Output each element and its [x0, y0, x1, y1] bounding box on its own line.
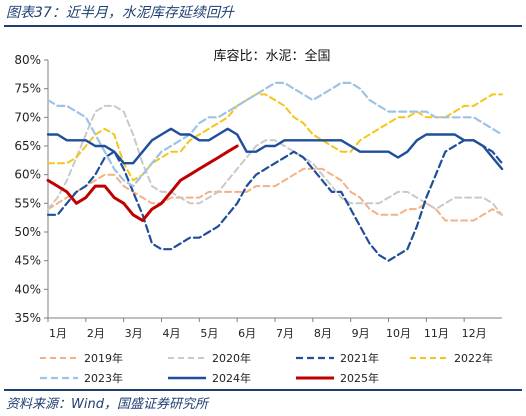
- y-tick-label: 70%: [14, 110, 41, 124]
- y-tick-label: 75%: [14, 82, 41, 96]
- x-tick-label: 5月: [200, 327, 218, 340]
- legend-label: 2024年: [212, 371, 251, 385]
- source-note: 资料来源：Wind，国盛证券研究所: [6, 397, 208, 412]
- x-tick-label: 6月: [238, 327, 256, 340]
- legend-label: 2019年: [84, 351, 123, 365]
- x-tick-label: 7月: [276, 327, 294, 340]
- y-tick-label: 65%: [14, 139, 41, 153]
- bottom-rule: [4, 389, 522, 391]
- series-line-2023年: [46, 81, 504, 188]
- legend-label: 2023年: [84, 371, 123, 385]
- y-tick-label: 40%: [14, 282, 41, 296]
- legend-label: 2020年: [212, 351, 251, 365]
- x-tick-label: 8月: [314, 327, 332, 340]
- series-line-2021年: [46, 139, 504, 262]
- y-tick-label: 50%: [14, 225, 41, 239]
- series-layer: [46, 81, 504, 262]
- x-tick-label: 3月: [125, 327, 143, 340]
- x-tick-label: 12月: [462, 327, 487, 340]
- series-line-2019年: [47, 167, 503, 222]
- y-tick-label: 45%: [14, 254, 41, 268]
- chart-legend: 2019年 2020年 2021年 2022年 2023年 2024年 2025年: [40, 351, 493, 385]
- y-tick-label: 80%: [14, 53, 41, 67]
- y-tick-label: 60%: [14, 168, 41, 182]
- series-line-2025年: [46, 144, 239, 222]
- series-line-2024年: [46, 127, 504, 171]
- legend-label: 2021年: [340, 351, 379, 365]
- y-tick-label: 35%: [14, 311, 41, 325]
- x-tick-label: 4月: [163, 327, 181, 340]
- chart-subtitle: 库容比：水泥：全国: [213, 48, 330, 64]
- y-tick-label: 55%: [14, 196, 41, 210]
- x-tick-label: 2月: [87, 327, 105, 340]
- legend-label: 2025年: [340, 371, 379, 385]
- x-tick-label: 1月: [49, 327, 67, 340]
- legend-label: 2022年: [454, 351, 493, 365]
- chart-axes: 35% 40% 45% 50% 55% 60% 65% 70% 75% 80% 1月 2月 3月 4月 5月…: [14, 53, 502, 340]
- x-tick-label: 10月: [386, 327, 411, 340]
- top-rule: [4, 25, 522, 27]
- series-line-2020年: [47, 104, 503, 216]
- line-chart: 库容比：水泥：全国 35% 40% 45% 50% 55% 60% 65% 70% 75% 80%…: [14, 48, 504, 385]
- x-tick-label: 11月: [424, 327, 449, 340]
- x-tick-label: 9月: [352, 327, 370, 340]
- figure-title: 图表37：近半月，水泥库存延续回升: [6, 5, 234, 21]
